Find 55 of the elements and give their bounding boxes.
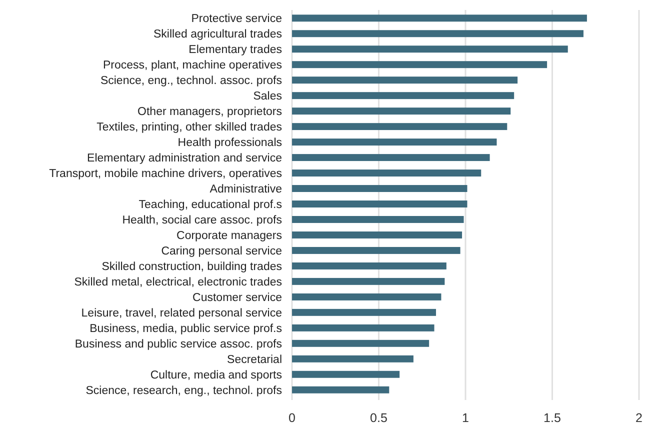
bar	[292, 170, 482, 177]
y-tick-label: Science, research, eng., technol. profs	[86, 384, 282, 397]
bar	[292, 108, 511, 115]
bar	[292, 231, 462, 238]
y-tick-label: Elementary trades	[188, 44, 282, 56]
bar	[292, 92, 514, 100]
bar	[292, 30, 584, 38]
bar	[292, 14, 587, 22]
bar	[292, 46, 568, 53]
y-tick-label: Leisure, travel, related personal service	[81, 307, 282, 320]
y-tick-label: Teaching, educational prof.s	[138, 199, 282, 212]
bar	[292, 76, 518, 84]
y-tick-label: Health professionals	[178, 137, 282, 150]
bar	[292, 386, 390, 394]
y-tick-label: Culture, media and sports	[150, 369, 282, 382]
bar	[292, 154, 490, 162]
bar	[292, 123, 508, 130]
y-tick-label: Process, plant, machine operatives	[103, 60, 282, 72]
bar	[292, 370, 400, 378]
x-tick-label: 0	[288, 411, 296, 425]
y-tick-label: Transport, mobile machine drivers, operatives	[49, 168, 282, 180]
y-tick-label: Health, social care assoc. profs	[122, 214, 282, 227]
y-tick-label: Skilled agricultural trades	[154, 28, 282, 41]
y-tick-label: Caring personal service	[161, 245, 282, 258]
x-tick-label: 0.5	[370, 411, 388, 425]
bar	[292, 308, 436, 316]
y-tick-label: Corporate managers	[176, 230, 282, 242]
bar	[292, 293, 442, 300]
bar	[292, 200, 468, 208]
y-tick-label: Textiles, printing, other skilled trades	[96, 122, 282, 134]
y-tick-label: Science, eng., technol. assoc. profs	[100, 75, 282, 88]
y-tick-label: Secretarial	[227, 354, 282, 366]
bar	[292, 278, 445, 285]
bar	[292, 262, 446, 270]
bar	[292, 138, 497, 146]
x-tick-label: 1.5	[544, 411, 561, 425]
bar	[292, 355, 414, 362]
bar	[292, 61, 548, 68]
y-tick-label: Administrative	[210, 184, 282, 196]
y-tick-label: Skilled construction, building trades	[102, 260, 282, 273]
bar	[292, 216, 464, 223]
y-tick-label: Elementary administration and service	[87, 152, 282, 165]
y-tick-label: Skilled metal, electrical, electronic trades	[74, 276, 282, 288]
bar	[292, 246, 460, 254]
x-tick-label: 1	[462, 411, 470, 425]
y-tick-label: Business and public service assoc. profs	[74, 338, 282, 350]
y-tick-label: Other managers, proprietors	[138, 106, 282, 118]
y-tick-label: Protective service	[191, 13, 282, 26]
bar	[292, 340, 430, 347]
bar	[292, 324, 434, 332]
y-tick-label: Sales	[253, 90, 282, 103]
x-tick-label: 2	[636, 411, 643, 425]
y-tick-label: Customer service	[192, 292, 282, 304]
bar	[292, 185, 468, 192]
y-tick-label: Business, media, public service prof.s	[90, 322, 282, 335]
